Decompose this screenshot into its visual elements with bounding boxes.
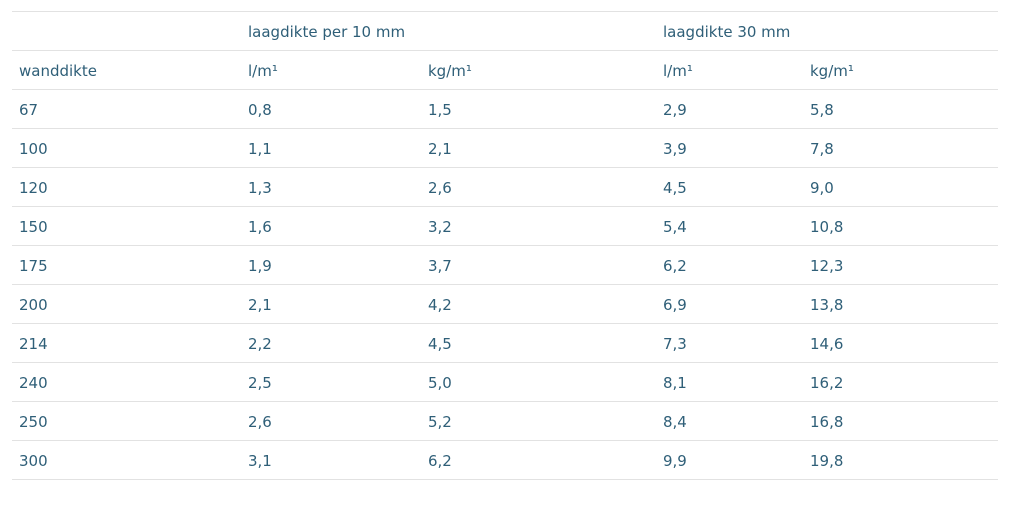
cell-l-per-m-10mm: 2,6 — [248, 413, 272, 431]
cell-l-per-m-10mm: 0,8 — [248, 101, 272, 119]
cell-kg-per-m-30mm: 14,6 — [810, 335, 844, 353]
cell-l-per-m-10mm: 2,5 — [248, 374, 272, 392]
cell-wanddikte: 300 — [19, 452, 48, 470]
cell-wanddikte: 240 — [19, 374, 48, 392]
table-row: 240 2,5 5,0 8,1 16,2 — [12, 362, 998, 401]
cell-l-per-m-30mm: 6,9 — [663, 296, 687, 314]
cell-l-per-m-10mm: 3,1 — [248, 452, 272, 470]
table-row: 150 1,6 3,2 5,4 10,8 — [12, 206, 998, 245]
cell-kg-per-m-10mm: 2,6 — [428, 179, 452, 197]
cell-kg-per-m-30mm: 16,2 — [810, 374, 844, 392]
table-row: 200 2,1 4,2 6,9 13,8 — [12, 284, 998, 323]
cell-l-per-m-10mm: 1,9 — [248, 257, 272, 275]
cell-l-per-m-10mm: 2,1 — [248, 296, 272, 314]
cell-l-per-m-10mm: 1,1 — [248, 140, 272, 158]
group-header-row: laagdikte per 10 mm laagdikte 30 mm — [12, 11, 998, 50]
column-header-kg-per-m-10mm: kg/m¹ — [428, 62, 472, 80]
cell-kg-per-m-30mm: 19,8 — [810, 452, 844, 470]
cell-l-per-m-30mm: 7,3 — [663, 335, 687, 353]
cell-wanddikte: 120 — [19, 179, 48, 197]
cell-kg-per-m-10mm: 1,5 — [428, 101, 452, 119]
cell-kg-per-m-30mm: 5,8 — [810, 101, 834, 119]
group-header-laagdikte-10mm: laagdikte per 10 mm — [248, 23, 406, 41]
cell-kg-per-m-10mm: 3,7 — [428, 257, 452, 275]
cell-wanddikte: 250 — [19, 413, 48, 431]
cell-wanddikte: 175 — [19, 257, 48, 275]
column-header-kg-per-m-30mm: kg/m¹ — [810, 62, 854, 80]
cell-kg-per-m-10mm: 5,2 — [428, 413, 452, 431]
cell-wanddikte: 200 — [19, 296, 48, 314]
cell-kg-per-m-10mm: 3,2 — [428, 218, 452, 236]
cell-l-per-m-30mm: 8,4 — [663, 413, 687, 431]
cell-kg-per-m-30mm: 10,8 — [810, 218, 844, 236]
table-row: 175 1,9 3,7 6,2 12,3 — [12, 245, 998, 284]
table-row: 300 3,1 6,2 9,9 19,8 — [12, 440, 998, 480]
cell-l-per-m-10mm: 1,6 — [248, 218, 272, 236]
cell-wanddikte: 214 — [19, 335, 48, 353]
cell-l-per-m-30mm: 5,4 — [663, 218, 687, 236]
cell-kg-per-m-30mm: 16,8 — [810, 413, 844, 431]
cell-kg-per-m-10mm: 2,1 — [428, 140, 452, 158]
cell-kg-per-m-10mm: 6,2 — [428, 452, 452, 470]
column-header-wanddikte: wanddikte — [19, 62, 97, 80]
cell-wanddikte: 150 — [19, 218, 48, 236]
cell-l-per-m-30mm: 2,9 — [663, 101, 687, 119]
cell-l-per-m-10mm: 1,3 — [248, 179, 272, 197]
cell-kg-per-m-30mm: 12,3 — [810, 257, 844, 275]
column-header-l-per-m-10mm: l/m¹ — [248, 62, 278, 80]
cell-wanddikte: 67 — [19, 101, 39, 119]
cell-l-per-m-30mm: 4,5 — [663, 179, 687, 197]
column-header-row: wanddikte l/m¹ kg/m¹ l/m¹ kg/m¹ — [12, 50, 998, 89]
cell-kg-per-m-10mm: 4,5 — [428, 335, 452, 353]
cell-kg-per-m-30mm: 13,8 — [810, 296, 844, 314]
cell-l-per-m-30mm: 6,2 — [663, 257, 687, 275]
cell-wanddikte: 100 — [19, 140, 48, 158]
cell-kg-per-m-10mm: 4,2 — [428, 296, 452, 314]
cell-l-per-m-30mm: 8,1 — [663, 374, 687, 392]
table-row: 250 2,6 5,2 8,4 16,8 — [12, 401, 998, 440]
cell-kg-per-m-30mm: 9,0 — [810, 179, 834, 197]
group-header-laagdikte-30mm: laagdikte 30 mm — [663, 23, 791, 41]
cell-kg-per-m-30mm: 7,8 — [810, 140, 834, 158]
table-row: 100 1,1 2,1 3,9 7,8 — [12, 128, 998, 167]
table-row: 120 1,3 2,6 4,5 9,0 — [12, 167, 998, 206]
column-header-l-per-m-30mm: l/m¹ — [663, 62, 693, 80]
cell-l-per-m-30mm: 9,9 — [663, 452, 687, 470]
cell-kg-per-m-10mm: 5,0 — [428, 374, 452, 392]
cell-l-per-m-30mm: 3,9 — [663, 140, 687, 158]
cell-l-per-m-10mm: 2,2 — [248, 335, 272, 353]
table-row: 67 0,8 1,5 2,9 5,8 — [12, 89, 998, 128]
data-table: laagdikte per 10 mm laagdikte 30 mm wand… — [12, 11, 998, 480]
table-row: 214 2,2 4,5 7,3 14,6 — [12, 323, 998, 362]
